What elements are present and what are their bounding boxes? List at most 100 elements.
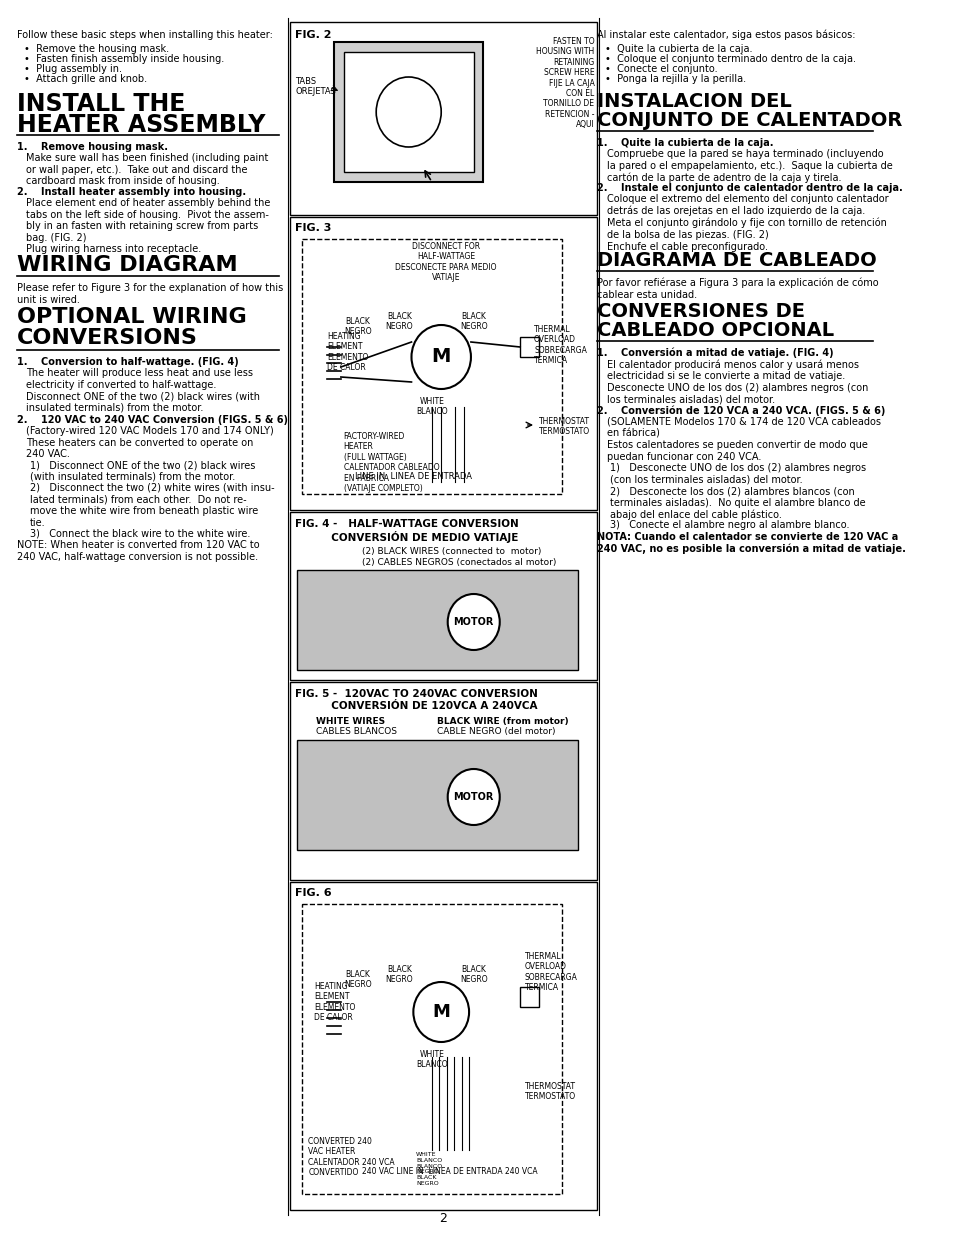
- Text: El calentador producirá menos calor y usará menos
electricidad si se le conviert: El calentador producirá menos calor y us…: [606, 359, 867, 404]
- Text: 1.    Conversion to half-wattage. (FIG. 4): 1. Conversion to half-wattage. (FIG. 4): [17, 357, 238, 367]
- Text: •  Remove the housing mask.: • Remove the housing mask.: [24, 44, 169, 54]
- Bar: [519, 337, 538, 357]
- Text: FASTEN TO
HOUSING WITH
RETAINING
SCREW HERE
FIJE LA CAJA
CON EL
TORNILLO DE
RETE: FASTEN TO HOUSING WITH RETAINING SCREW H…: [536, 37, 594, 130]
- Circle shape: [447, 594, 499, 650]
- Text: 2.    Install heater assembly into housing.: 2. Install heater assembly into housing.: [17, 186, 246, 198]
- Text: CONVERSIÓN DE 120VCA A 240VCA: CONVERSIÓN DE 120VCA A 240VCA: [295, 701, 537, 711]
- Bar: [297, 740, 578, 850]
- Text: 240 VAC LINE IN  LINEA DE ENTRADA 240 VCA: 240 VAC LINE IN LINEA DE ENTRADA 240 VCA: [362, 1167, 537, 1176]
- Text: 1)   Desconecte UNO de los dos (2) alambres negros
(con los terminales aisladas): 1) Desconecte UNO de los dos (2) alambre…: [610, 463, 865, 484]
- Text: MOTOR: MOTOR: [453, 618, 494, 627]
- Text: CONVERSIONES DE: CONVERSIONES DE: [597, 303, 804, 321]
- Text: Al instalar este calentador, siga estos pasos básicos:: Al instalar este calentador, siga estos …: [597, 30, 855, 41]
- Text: Place element end of heater assembly behind the
tabs on the left side of housing: Place element end of heater assembly beh…: [26, 198, 270, 254]
- Text: FIG. 5 -  120VAC TO 240VAC CONVERSION: FIG. 5 - 120VAC TO 240VAC CONVERSION: [295, 689, 537, 699]
- Text: CONVERSIONS: CONVERSIONS: [17, 329, 197, 348]
- Text: •  Fasten finish assembly inside housing.: • Fasten finish assembly inside housing.: [24, 54, 224, 64]
- Text: 2: 2: [438, 1212, 447, 1225]
- Circle shape: [411, 325, 471, 389]
- Text: DISCONNECT FOR
HALF-WATTAGE
DESCONECTE PARA MEDIO
VATIAJE: DISCONNECT FOR HALF-WATTAGE DESCONECTE P…: [395, 242, 497, 283]
- Text: BLACK
NEGRO: BLACK NEGRO: [459, 312, 487, 331]
- Text: THERMAL
OVERLOAD
SOBRECARGA
TERMICA: THERMAL OVERLOAD SOBRECARGA TERMICA: [524, 952, 578, 992]
- Text: 3)   Connect the black wire to the white wire.: 3) Connect the black wire to the white w…: [30, 529, 250, 538]
- Text: 1.    Remove housing mask.: 1. Remove housing mask.: [17, 142, 168, 152]
- Text: HEATING
ELEMENT
ELEMENTO
DE CALOR: HEATING ELEMENT ELEMENTO DE CALOR: [314, 982, 355, 1023]
- Text: HEATER ASSEMBLY: HEATER ASSEMBLY: [17, 112, 265, 137]
- Text: WHITE
BLANCO: WHITE BLANCO: [416, 1050, 447, 1070]
- Text: 2.    Instale el conjunto de calentador dentro de la caja.: 2. Instale el conjunto de calentador den…: [597, 183, 902, 193]
- Bar: [290, 217, 597, 510]
- Text: TABS
OREJETAS: TABS OREJETAS: [295, 77, 335, 96]
- Text: Por favor refiérase a Figura 3 para la explicación de cómo
cablear esta unidad.: Por favor refiérase a Figura 3 para la e…: [597, 278, 878, 300]
- Text: 2.    120 VAC to 240 VAC Conversion (FIGS. 5 & 6): 2. 120 VAC to 240 VAC Conversion (FIGS. …: [17, 415, 288, 425]
- Text: 1.    Quite la cubierta de la caja.: 1. Quite la cubierta de la caja.: [597, 138, 773, 148]
- Text: M: M: [432, 1003, 450, 1021]
- Text: •  Ponga la rejilla y la perilla.: • Ponga la rejilla y la perilla.: [604, 74, 745, 84]
- Text: MOTOR: MOTOR: [453, 792, 494, 802]
- Text: Please refer to Figure 3 for the explanation of how this
unit is wired.: Please refer to Figure 3 for the explana…: [17, 283, 283, 305]
- Text: BLACK
NEGRO: BLACK NEGRO: [343, 317, 371, 336]
- Text: WHITE
BLANCO: WHITE BLANCO: [416, 396, 447, 416]
- Text: INSTALACION DEL: INSTALACION DEL: [597, 91, 791, 111]
- Text: CONJUNTO DE CALENTADOR: CONJUNTO DE CALENTADOR: [597, 111, 902, 130]
- Text: DIAGRAMA DE CABLEADO: DIAGRAMA DE CABLEADO: [597, 251, 876, 270]
- Bar: [301, 904, 561, 1194]
- Text: FACTORY-WIRED
HEATER
(FULL WATTAGE)
CALENTADOR CABLEADO
EN FABRICA
(VATIAJE COMP: FACTORY-WIRED HEATER (FULL WATTAGE) CALE…: [343, 432, 438, 493]
- Text: THERMOSTAT
TERMOSTATO: THERMOSTAT TERMOSTATO: [538, 417, 589, 436]
- Text: (2) BLACK WIRES (connected to  motor): (2) BLACK WIRES (connected to motor): [362, 547, 541, 556]
- Text: WHITE
BLANCO
BLANCO
NEGRO
BLACK
NEGRO: WHITE BLANCO BLANCO NEGRO BLACK NEGRO: [416, 1152, 442, 1186]
- Text: M: M: [431, 347, 451, 367]
- Text: 2)   Desconecte los dos (2) alambres blancos (con
terminales aisladas).  No quit: 2) Desconecte los dos (2) alambres blanc…: [610, 487, 865, 520]
- Text: Compruebe que la pared se haya terminado (incluyendo
la pared o el empapelamient: Compruebe que la pared se haya terminado…: [606, 149, 891, 183]
- Text: (SOLAMENTE Modelos 170 & 174 de 120 VCA cableados
en fábrica)
Estos calentadores: (SOLAMENTE Modelos 170 & 174 de 120 VCA …: [606, 417, 880, 462]
- Text: •  Conecte el conjunto.: • Conecte el conjunto.: [604, 64, 717, 74]
- Bar: [297, 571, 578, 671]
- Text: CONVERSIÓN DE MEDIO VATIAJE: CONVERSIÓN DE MEDIO VATIAJE: [295, 531, 518, 543]
- Bar: [301, 240, 561, 494]
- Bar: [290, 513, 597, 680]
- Bar: [290, 682, 597, 881]
- Text: 1)   Disconnect ONE of the two (2) black wires
(with insulated terminals) from t: 1) Disconnect ONE of the two (2) black w…: [30, 459, 254, 482]
- Text: HEATING
ELEMENT
ELEMENTO
DE CALOR: HEATING ELEMENT ELEMENTO DE CALOR: [327, 332, 368, 372]
- Text: •  Coloque el conjunto terminado dentro de la caja.: • Coloque el conjunto terminado dentro d…: [604, 54, 855, 64]
- Text: THERMAL
OVERLOAD
SOBRECARGA
TERMICA: THERMAL OVERLOAD SOBRECARGA TERMICA: [534, 325, 586, 366]
- Bar: [335, 42, 482, 182]
- Text: CABLE NEGRO (del motor): CABLE NEGRO (del motor): [436, 727, 555, 736]
- Text: BLACK
NEGRO: BLACK NEGRO: [385, 965, 413, 984]
- Bar: [519, 987, 538, 1007]
- Bar: [343, 52, 474, 172]
- Text: 2.    Conversión de 120 VCA a 240 VCA. (FIGS. 5 & 6): 2. Conversión de 120 VCA a 240 VCA. (FIG…: [597, 406, 884, 416]
- Text: •  Attach grille and knob.: • Attach grille and knob.: [24, 74, 147, 84]
- Text: BLACK WIRE (from motor): BLACK WIRE (from motor): [436, 718, 568, 726]
- Text: Coloque el extremo del elemento del conjunto calentador
detrás de las orejetas e: Coloque el extremo del elemento del conj…: [606, 194, 887, 252]
- Bar: [290, 882, 597, 1210]
- Text: FIG. 4 -   HALF-WATTAGE CONVERSION: FIG. 4 - HALF-WATTAGE CONVERSION: [295, 519, 518, 529]
- Text: 2)   Disconnect the two (2) white wires (with insu-
lated terminals) from each o: 2) Disconnect the two (2) white wires (w…: [30, 483, 274, 527]
- Text: OPTIONAL WIRING: OPTIONAL WIRING: [17, 308, 246, 327]
- Text: BLACK
NEGRO: BLACK NEGRO: [459, 965, 487, 984]
- Text: (2) CABLES NEGROS (conectados al motor): (2) CABLES NEGROS (conectados al motor): [362, 558, 556, 567]
- Text: INSTALL THE: INSTALL THE: [17, 91, 185, 116]
- Circle shape: [447, 769, 499, 825]
- Text: 1.    Conversión a mitad de vatiaje. (FIG. 4): 1. Conversión a mitad de vatiaje. (FIG. …: [597, 348, 833, 358]
- Text: WHITE WIRES: WHITE WIRES: [315, 718, 385, 726]
- Text: BLACK
NEGRO: BLACK NEGRO: [343, 969, 371, 989]
- Text: NOTE: When heater is converted from 120 VAC to
240 VAC, half-wattage conversion : NOTE: When heater is converted from 120 …: [17, 540, 259, 562]
- Text: (Factory-wired 120 VAC Models 170 and 174 ONLY)
These heaters can be converted t: (Factory-wired 120 VAC Models 170 and 17…: [26, 426, 274, 459]
- Text: CONVERTED 240
VAC HEATER
CALENTADOR 240 VCA
CONVERTIDO: CONVERTED 240 VAC HEATER CALENTADOR 240 …: [308, 1137, 395, 1177]
- Text: 3)   Conecte el alambre negro al alambre blanco.: 3) Conecte el alambre negro al alambre b…: [610, 520, 849, 530]
- Text: FIG. 6: FIG. 6: [295, 888, 332, 898]
- Text: THERMOSTAT
TERMOSTATO: THERMOSTAT TERMOSTATO: [524, 1082, 576, 1102]
- Text: CABLEADO OPCIONAL: CABLEADO OPCIONAL: [597, 321, 834, 340]
- Text: Follow these basic steps when installing this heater:: Follow these basic steps when installing…: [17, 30, 273, 40]
- Text: The heater will produce less heat and use less
electricity if converted to half-: The heater will produce less heat and us…: [26, 368, 260, 412]
- Text: FIG. 3: FIG. 3: [295, 224, 332, 233]
- Text: LINE IN  LINEA DE ENTRADA: LINE IN LINEA DE ENTRADA: [355, 472, 472, 480]
- Text: FIG. 2: FIG. 2: [295, 30, 332, 40]
- Text: NOTA: Cuando el calentador se convierte de 120 VAC a
240 VAC, no es posible la c: NOTA: Cuando el calentador se convierte …: [597, 532, 905, 555]
- Bar: [290, 22, 597, 215]
- Text: WIRING DIAGRAM: WIRING DIAGRAM: [17, 254, 237, 275]
- Text: •  Plug assembly in.: • Plug assembly in.: [24, 64, 122, 74]
- Text: •  Quite la cubierta de la caja.: • Quite la cubierta de la caja.: [604, 44, 751, 54]
- Text: CABLES BLANCOS: CABLES BLANCOS: [315, 727, 396, 736]
